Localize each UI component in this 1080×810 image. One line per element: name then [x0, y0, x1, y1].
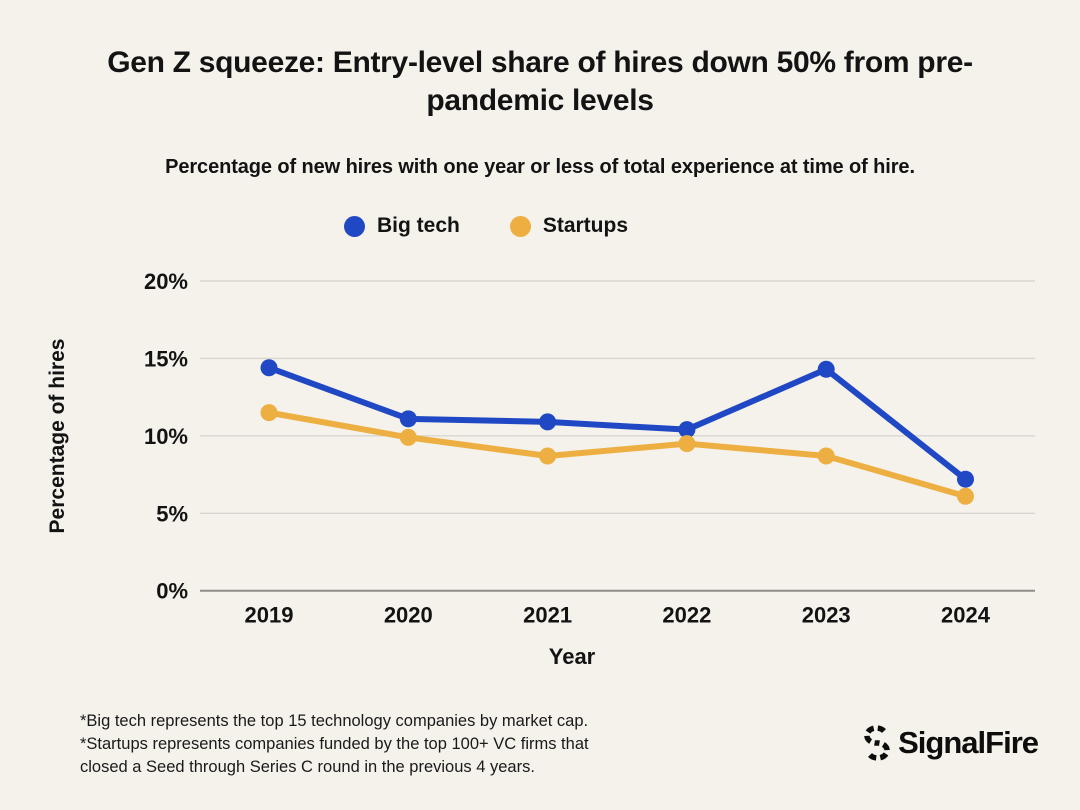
- y-tick-label: 15%: [144, 346, 188, 371]
- legend-item-big-tech: Big tech: [343, 214, 460, 238]
- data-point-startups-2019: [260, 404, 278, 422]
- big-tech-dot-icon: [343, 215, 365, 237]
- signalfire-logo-text: SignalFire: [898, 725, 1039, 760]
- line-chart: 0% 5% 10% 15% 20% 2019 2020 2021 2022 2023 2024 Per…: [0, 250, 1080, 690]
- y-tick-label: 0%: [156, 579, 188, 604]
- signalfire-logo: SignalFire: [858, 724, 1039, 762]
- data-point-big-tech-2021: [539, 413, 557, 431]
- x-tick-label: 2021: [523, 603, 572, 628]
- data-point-big-tech-2019: [260, 359, 278, 377]
- data-point-big-tech-2022: [678, 421, 696, 439]
- y-tick-label: 10%: [144, 424, 188, 449]
- data-point-startups-2021: [539, 447, 557, 465]
- data-point-startups-2023: [817, 447, 835, 465]
- x-tick-label: 2023: [802, 603, 851, 628]
- legend: Big tech Startups: [0, 214, 1026, 238]
- x-tick-label: 2024: [941, 603, 991, 628]
- y-tick-label: 20%: [144, 269, 188, 294]
- footnote-line: *Big tech represents the top 15 technolo…: [80, 712, 589, 730]
- x-tick-label: 2020: [384, 603, 433, 628]
- data-point-big-tech-2024: [957, 470, 974, 488]
- footnote-line: closed a Seed through Series C round in …: [80, 758, 535, 776]
- startups-dot-icon: [509, 215, 531, 237]
- chart-svg: 0% 5% 10% 15% 20% 2019 2020 2021 2022 2023 2024 Per…: [46, 269, 1035, 669]
- footnote-line: *Startups represents companies funded by…: [80, 735, 589, 753]
- data-point-startups-2022: [678, 435, 696, 453]
- series-line-startups: [266, 409, 969, 500]
- data-point-big-tech-2023: [817, 360, 835, 378]
- data-point-startups-2024: [957, 487, 974, 505]
- x-axis-title: Year: [549, 644, 596, 669]
- data-point-startups-2020: [399, 428, 417, 446]
- chart-title: Gen Z squeeze: Entry-level share of hire…: [107, 46, 973, 117]
- chart-subtitle: Percentage of new hires with one year or…: [165, 156, 915, 178]
- legend-label-big-tech: Big tech: [376, 214, 460, 237]
- legend-label-startups: Startups: [542, 214, 629, 237]
- series-line-big-tech: [266, 364, 969, 483]
- y-axis-title: Percentage of hires: [46, 339, 69, 534]
- x-tick-label: 2022: [662, 603, 711, 628]
- signalfire-logo-icon: [864, 725, 890, 761]
- footnote: *Big tech represents the top 15 technolo…: [80, 710, 589, 779]
- data-point-big-tech-2020: [399, 410, 417, 428]
- y-tick-label: 5%: [156, 501, 188, 526]
- x-tick-label: 2019: [245, 603, 294, 628]
- legend-item-startups: Startups: [509, 214, 629, 238]
